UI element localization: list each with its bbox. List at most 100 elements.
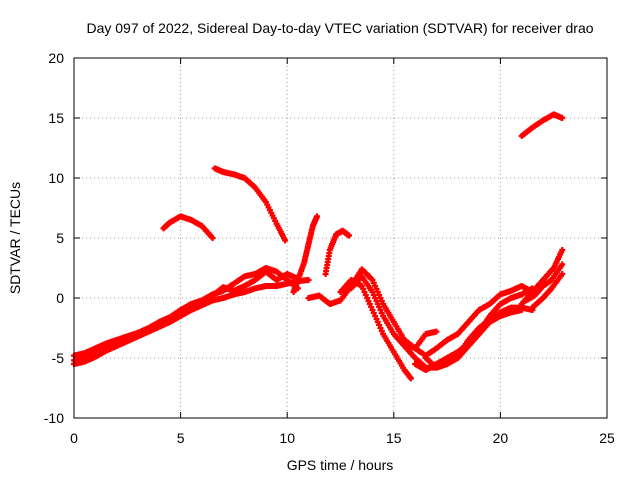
data-point bbox=[317, 293, 322, 298]
y-tick-label: -5 bbox=[52, 350, 65, 366]
data-point bbox=[413, 356, 417, 360]
data-point bbox=[157, 325, 162, 329]
x-axis-label: GPS time / hours bbox=[287, 457, 394, 473]
grid-lines bbox=[74, 58, 607, 418]
series-sat-c bbox=[71, 265, 301, 359]
data-point bbox=[402, 341, 407, 346]
x-tick-label: 25 bbox=[599, 430, 615, 446]
data-point bbox=[381, 302, 385, 306]
data-point bbox=[274, 269, 279, 274]
series-sat-p bbox=[529, 271, 566, 311]
data-point bbox=[477, 326, 481, 330]
data-point bbox=[498, 302, 503, 306]
data-point bbox=[285, 272, 290, 276]
series-sat-m bbox=[422, 304, 536, 371]
data-point bbox=[242, 290, 247, 294]
series-trace bbox=[211, 165, 289, 244]
data-point bbox=[560, 248, 564, 252]
data-point bbox=[541, 284, 545, 288]
data-point bbox=[560, 272, 564, 276]
series-sat-f bbox=[290, 213, 320, 295]
data-point bbox=[306, 242, 311, 246]
series-sat-q bbox=[518, 111, 566, 139]
series-trace bbox=[518, 111, 566, 139]
data-point bbox=[264, 266, 268, 270]
data-point bbox=[541, 118, 545, 123]
data-point bbox=[392, 332, 396, 336]
data-point bbox=[349, 286, 354, 291]
data-point bbox=[381, 332, 385, 336]
data-point bbox=[519, 292, 524, 297]
data-point bbox=[221, 170, 225, 174]
data-point bbox=[381, 314, 385, 318]
data-point bbox=[93, 355, 98, 359]
data-point bbox=[424, 368, 428, 372]
data-point bbox=[487, 302, 492, 306]
data-point bbox=[549, 286, 554, 291]
data-point bbox=[168, 220, 172, 225]
data-series bbox=[71, 111, 566, 382]
y-axis-label: SDTVAR / TECUs bbox=[7, 182, 23, 294]
data-point bbox=[125, 339, 130, 344]
data-point bbox=[189, 308, 194, 312]
data-point bbox=[232, 292, 236, 297]
data-point bbox=[125, 334, 130, 339]
data-point bbox=[82, 359, 87, 364]
series-sat-b bbox=[71, 277, 312, 367]
data-point bbox=[253, 272, 257, 276]
x-tick-label: 15 bbox=[386, 430, 402, 446]
plot-frame bbox=[73, 57, 608, 419]
data-point bbox=[93, 346, 98, 351]
data-point bbox=[82, 351, 87, 356]
data-point bbox=[524, 298, 528, 303]
data-point bbox=[178, 314, 183, 318]
data-point bbox=[178, 308, 183, 312]
data-point bbox=[221, 289, 225, 293]
data-point bbox=[315, 214, 319, 219]
data-point bbox=[210, 236, 215, 240]
data-point bbox=[392, 350, 396, 354]
y-tick-label: 20 bbox=[48, 50, 64, 66]
data-point bbox=[253, 278, 257, 282]
data-point bbox=[445, 356, 449, 360]
data-point bbox=[347, 233, 351, 238]
data-point bbox=[323, 272, 328, 276]
series-trace bbox=[71, 277, 312, 367]
data-point bbox=[424, 332, 428, 336]
data-point bbox=[434, 329, 439, 334]
data-point bbox=[157, 320, 162, 324]
data-point bbox=[434, 365, 439, 370]
data-point bbox=[274, 278, 279, 282]
data-point bbox=[274, 284, 279, 288]
series-trace bbox=[160, 213, 216, 241]
data-point bbox=[306, 296, 311, 300]
data-point bbox=[541, 296, 545, 300]
data-point bbox=[498, 292, 503, 297]
data-point bbox=[551, 112, 556, 117]
data-point bbox=[242, 274, 247, 279]
data-point bbox=[477, 308, 481, 312]
data-point bbox=[530, 305, 535, 310]
data-point bbox=[114, 338, 119, 342]
data-point bbox=[334, 232, 339, 237]
series-sat-o bbox=[523, 261, 566, 304]
data-point bbox=[168, 315, 172, 320]
axis-ticks: 0 5 10 15 20 25 -10 -5 0 5 10 15 20 bbox=[44, 50, 615, 446]
data-point bbox=[532, 293, 537, 298]
data-point bbox=[370, 308, 375, 312]
data-point bbox=[161, 226, 166, 231]
y-tick-label: 10 bbox=[48, 170, 64, 186]
data-point bbox=[296, 278, 300, 282]
data-point bbox=[360, 284, 364, 288]
data-point bbox=[413, 362, 417, 366]
data-point bbox=[242, 176, 247, 180]
data-point bbox=[200, 298, 204, 303]
data-point bbox=[328, 248, 332, 252]
series-sat-e bbox=[211, 165, 289, 244]
y-tick-label: -10 bbox=[44, 410, 64, 426]
data-point bbox=[221, 296, 225, 300]
data-point bbox=[551, 266, 556, 270]
data-point bbox=[466, 320, 471, 324]
data-point bbox=[519, 302, 524, 306]
